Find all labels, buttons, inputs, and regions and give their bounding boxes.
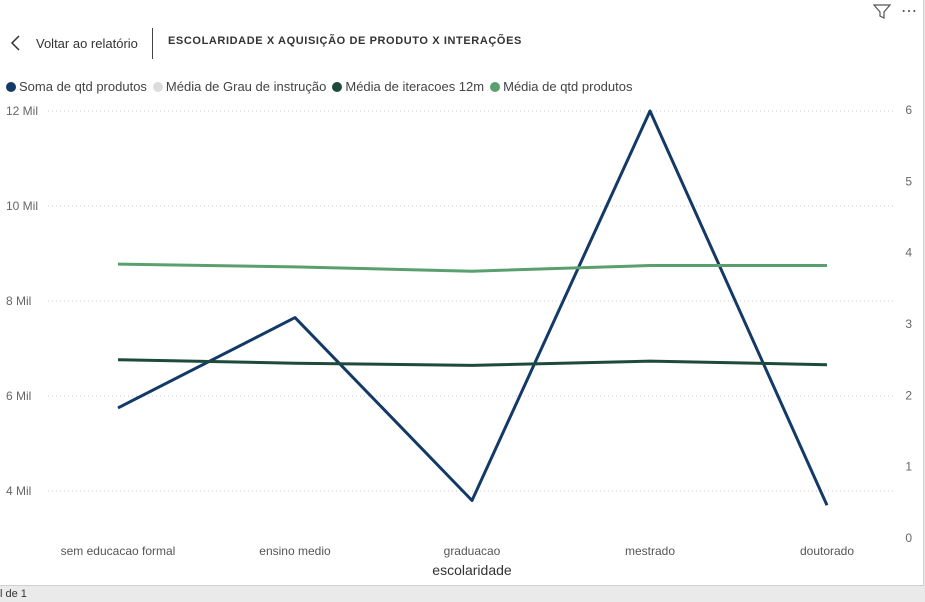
legend-marker (152, 81, 163, 92)
x-tick-label: doutorado (800, 544, 854, 558)
header-bar: Voltar ao relatório ESCOLARIDADE X AQUIS… (0, 28, 925, 62)
y-right-tick-label: 4 (905, 246, 912, 260)
y-right-tick-label: 3 (905, 317, 912, 331)
y-right-tick-label: 6 (905, 103, 912, 117)
legend-item[interactable]: Soma de qtd produtos (6, 79, 147, 94)
series-line (117, 358, 828, 367)
more-options-icon[interactable]: ⋯ (901, 3, 918, 20)
y-left-tick-label: 4 Mil (6, 484, 31, 498)
series-line (117, 109, 829, 506)
y-right-tick-label: 1 (905, 460, 912, 474)
series-line (117, 262, 827, 273)
legend-label: Média de Grau de instrução (165, 79, 327, 94)
chevron-left-icon (10, 35, 20, 51)
chart-legend: Soma de qtd produtos Média de Grau de ins… (6, 79, 638, 94)
visual-toolbar: ⋯ (0, 0, 925, 28)
y-right-tick-label: 2 (905, 388, 912, 402)
x-tick-label: sem educacao formal (61, 544, 176, 558)
legend-item[interactable]: Média de Grau de instrução (152, 79, 327, 94)
legend-marker (6, 81, 16, 92)
x-tick-label: mestrado (625, 544, 675, 558)
y-left-tick-label: 8 Mil (6, 294, 31, 308)
header-divider (152, 28, 153, 59)
x-tick-label: ensino medio (259, 544, 331, 558)
legend-label: Média de qtd produtos (503, 79, 633, 94)
page-indicator: l de 1 (0, 588, 27, 600)
x-tick-label: graduacao (444, 544, 501, 558)
legend-item[interactable]: Média de iteracoes 12m (332, 79, 484, 94)
legend-label: Média de iteracoes 12m (345, 79, 485, 94)
filter-icon[interactable] (872, 4, 892, 23)
y-left-tick-label: 6 Mil (6, 389, 31, 403)
legend-marker (332, 81, 343, 92)
legend-label: Soma de qtd produtos (19, 79, 147, 94)
line-chart: 4 Mil 6 Mil 8 Mil 10 Mil 12 Mil 0 1 2 3 4 5 6 sem ed… (6, 103, 912, 578)
y-left-tick-label: 10 Mil (6, 199, 38, 213)
page-title: ESCOLARIDADE X AQUISIÇÃO DE PRODUTO X IN… (168, 35, 522, 47)
legend-marker (490, 81, 501, 92)
back-label: Voltar ao relatório (36, 35, 138, 51)
y-right-tick-label: 5 (905, 174, 912, 188)
back-to-report-button[interactable]: Voltar ao relatório (8, 32, 138, 54)
y-right-tick-label: 0 (905, 531, 912, 545)
legend-item[interactable]: Média de qtd produtos (490, 79, 632, 94)
y-left-tick-label: 12 Mil (6, 104, 38, 118)
x-axis-title: escolaridade (432, 562, 512, 578)
